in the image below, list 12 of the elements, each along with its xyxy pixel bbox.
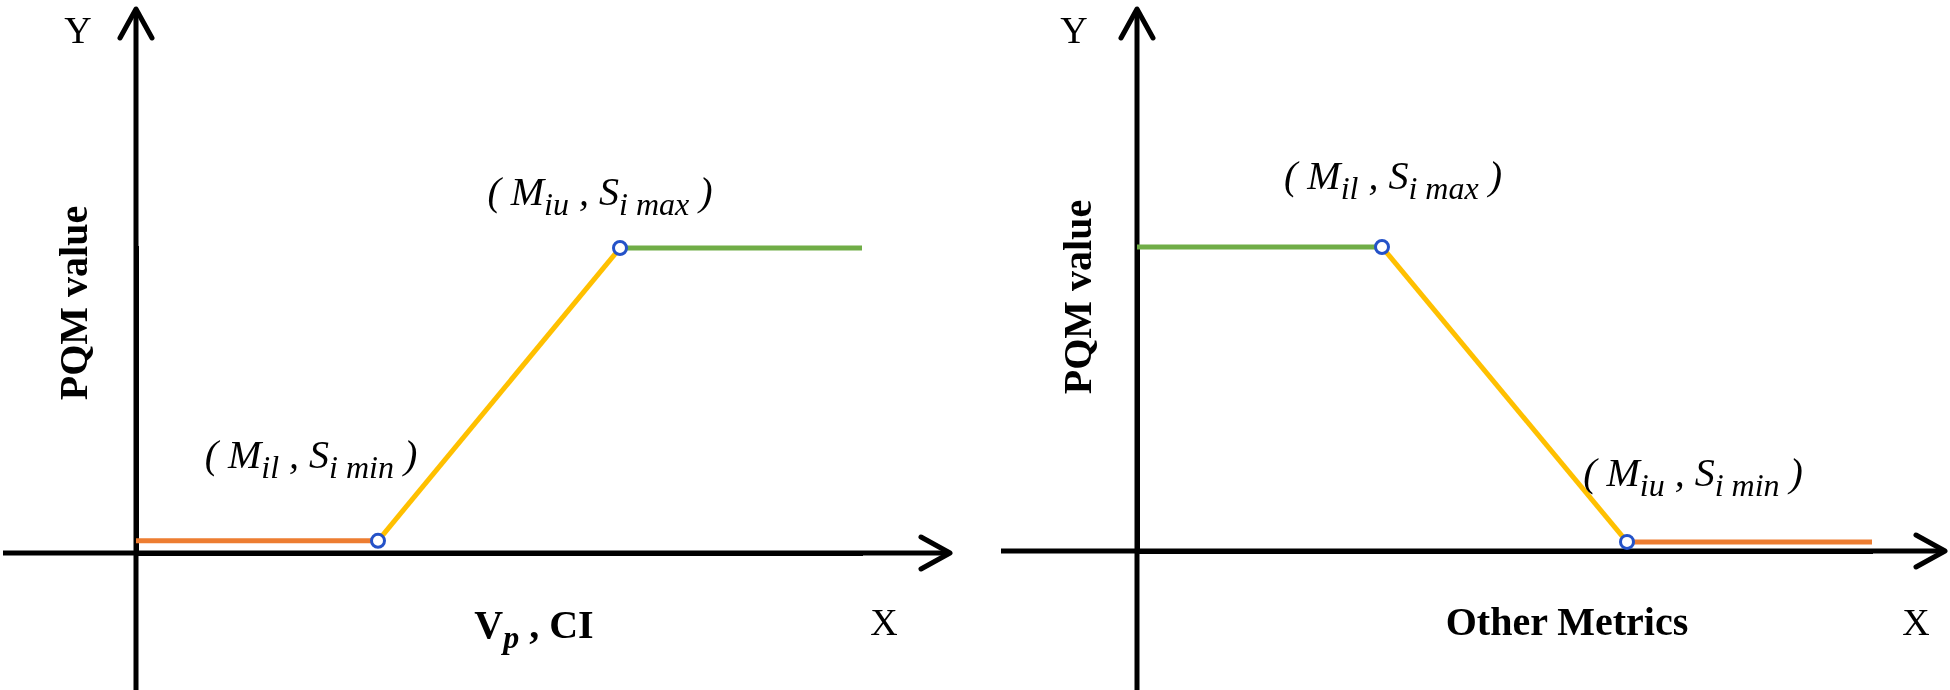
annotation: ( M$_{il}$ , S$_{i min}$ ) (204, 431, 418, 485)
text: X (870, 601, 898, 643)
text: X (1902, 601, 1930, 643)
x-axis-title: Other Metrics (1445, 599, 1689, 644)
text: Y (64, 9, 92, 51)
y-axis-title: PQM value (1055, 199, 1100, 395)
text: ( M$_{il}$ , S$_{i max}$ ) (1284, 153, 1502, 206)
x-axis-title: V$_{p}$ , CI (474, 602, 594, 655)
text: Y (1060, 9, 1088, 51)
text: ( M$_{iu}$ , S$_{i max}$ ) (487, 169, 713, 222)
y-axis-title: PQM value (51, 205, 96, 401)
annotation: ( M$_{iu}$ , S$_{i min}$ ) (1583, 449, 1803, 503)
